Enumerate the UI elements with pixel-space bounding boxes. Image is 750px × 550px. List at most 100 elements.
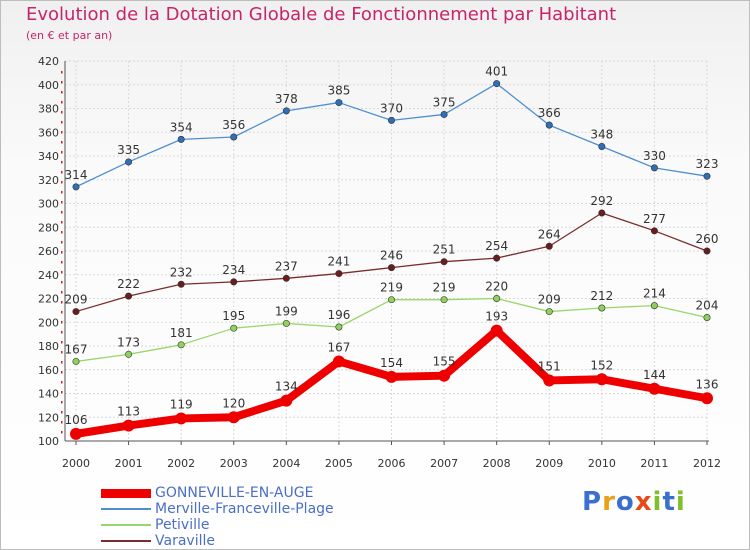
axis-mark (61, 301, 63, 304)
data-point (438, 369, 451, 382)
data-label: 196 (327, 308, 350, 322)
x-tick-label: 2010 (588, 457, 616, 470)
data-label: 119 (170, 397, 193, 411)
axis-mark (61, 151, 63, 154)
data-point (650, 302, 658, 310)
data-point (387, 116, 395, 124)
data-label: 155 (433, 355, 456, 369)
data-point (175, 412, 188, 425)
data-point (230, 133, 238, 141)
data-point (703, 247, 711, 255)
axis-mark (61, 241, 63, 244)
x-tick-label: 2005 (325, 457, 353, 470)
y-tick-label: 260 (38, 245, 59, 258)
legend-label: Petiville (155, 517, 210, 533)
legend-label: Merville-Franceville-Plage (155, 501, 334, 517)
data-label: 314 (65, 168, 88, 182)
logo-letter: P (582, 487, 603, 517)
data-label: 219 (433, 281, 456, 295)
y-tick-label: 200 (38, 316, 59, 329)
data-label: 366 (538, 106, 561, 120)
chart-title: Evolution de la Dotation Globale de Fonc… (26, 4, 617, 25)
y-tick-label: 100 (38, 435, 59, 448)
data-point (385, 370, 398, 383)
data-label: 173 (117, 335, 140, 349)
axis-mark (61, 361, 63, 364)
data-label: 234 (222, 263, 245, 277)
y-tick-label: 320 (38, 174, 59, 187)
data-label: 106 (65, 413, 88, 427)
y-tick-label: 140 (38, 388, 59, 401)
data-point (125, 292, 133, 300)
y-tick-label: 340 (38, 150, 59, 163)
data-point (545, 242, 553, 250)
axis-mark (61, 371, 63, 374)
series-petiville: 167 173 181 195 199 196 219 219 220 209 212 214 204 (65, 280, 718, 365)
y-tick-label: 240 (38, 269, 59, 282)
data-label: 195 (222, 309, 245, 323)
data-label: 356 (222, 118, 245, 132)
data-label: 330 (643, 149, 666, 163)
data-point (650, 227, 658, 235)
x-tick-label: 2002 (167, 457, 195, 470)
data-label: 264 (538, 227, 561, 241)
x-tick-label: 2012 (693, 457, 721, 470)
legend-item: Petiville (101, 517, 334, 533)
legend-swatch (101, 524, 151, 526)
data-point (282, 319, 290, 327)
legend-label: GONNEVILLE-EN-AUGE (155, 485, 314, 501)
data-label: 152 (590, 358, 613, 372)
axis-mark (61, 81, 63, 84)
logo-letter: x (634, 487, 653, 517)
axis-mark (61, 421, 63, 424)
data-point (648, 382, 661, 395)
data-point (125, 158, 133, 166)
logo-letter: i (675, 487, 686, 517)
axis-mark (61, 341, 63, 344)
data-label: 181 (170, 326, 193, 340)
data-label: 232 (170, 265, 193, 279)
x-tick-label: 2008 (483, 457, 511, 470)
x-tick-label: 2003 (220, 457, 248, 470)
data-label: 401 (485, 65, 508, 79)
data-label: 370 (380, 101, 403, 115)
data-point (230, 278, 238, 286)
axis-mark (61, 271, 63, 274)
data-point (177, 135, 185, 143)
axis-mark (61, 131, 63, 134)
data-point (701, 392, 713, 405)
axis-mark (61, 261, 63, 264)
axis-mark (61, 331, 63, 334)
axis-mark (61, 191, 63, 194)
axis-mark (61, 391, 63, 394)
data-point (230, 324, 238, 332)
axis-mark (61, 211, 63, 214)
logo-letter: r (602, 487, 616, 517)
data-label: 348 (590, 128, 613, 142)
data-point (440, 110, 448, 118)
y-tick-label: 300 (38, 198, 59, 211)
x-tick-label: 2007 (430, 457, 458, 470)
logo-letter: o (615, 487, 635, 517)
axis-mark (61, 231, 63, 234)
data-point (332, 355, 345, 368)
legend-swatch (101, 540, 151, 542)
x-tick-label: 2004 (272, 457, 300, 470)
data-label: 154 (380, 356, 403, 370)
data-label: 251 (433, 243, 456, 257)
data-point (282, 107, 290, 115)
data-point (282, 274, 290, 282)
data-point (598, 143, 606, 151)
data-label: 385 (327, 84, 350, 98)
axis-mark (61, 401, 63, 404)
x-tick-label: 2006 (378, 457, 406, 470)
y-tick-label: 120 (38, 411, 59, 424)
proxiti-logo: Proxiti (582, 487, 686, 517)
data-point (543, 374, 556, 387)
data-label: 237 (275, 259, 298, 273)
axis-mark (61, 91, 63, 94)
x-tick-label: 2000 (62, 457, 90, 470)
axis-mark (61, 291, 63, 294)
data-label: 335 (117, 143, 140, 157)
